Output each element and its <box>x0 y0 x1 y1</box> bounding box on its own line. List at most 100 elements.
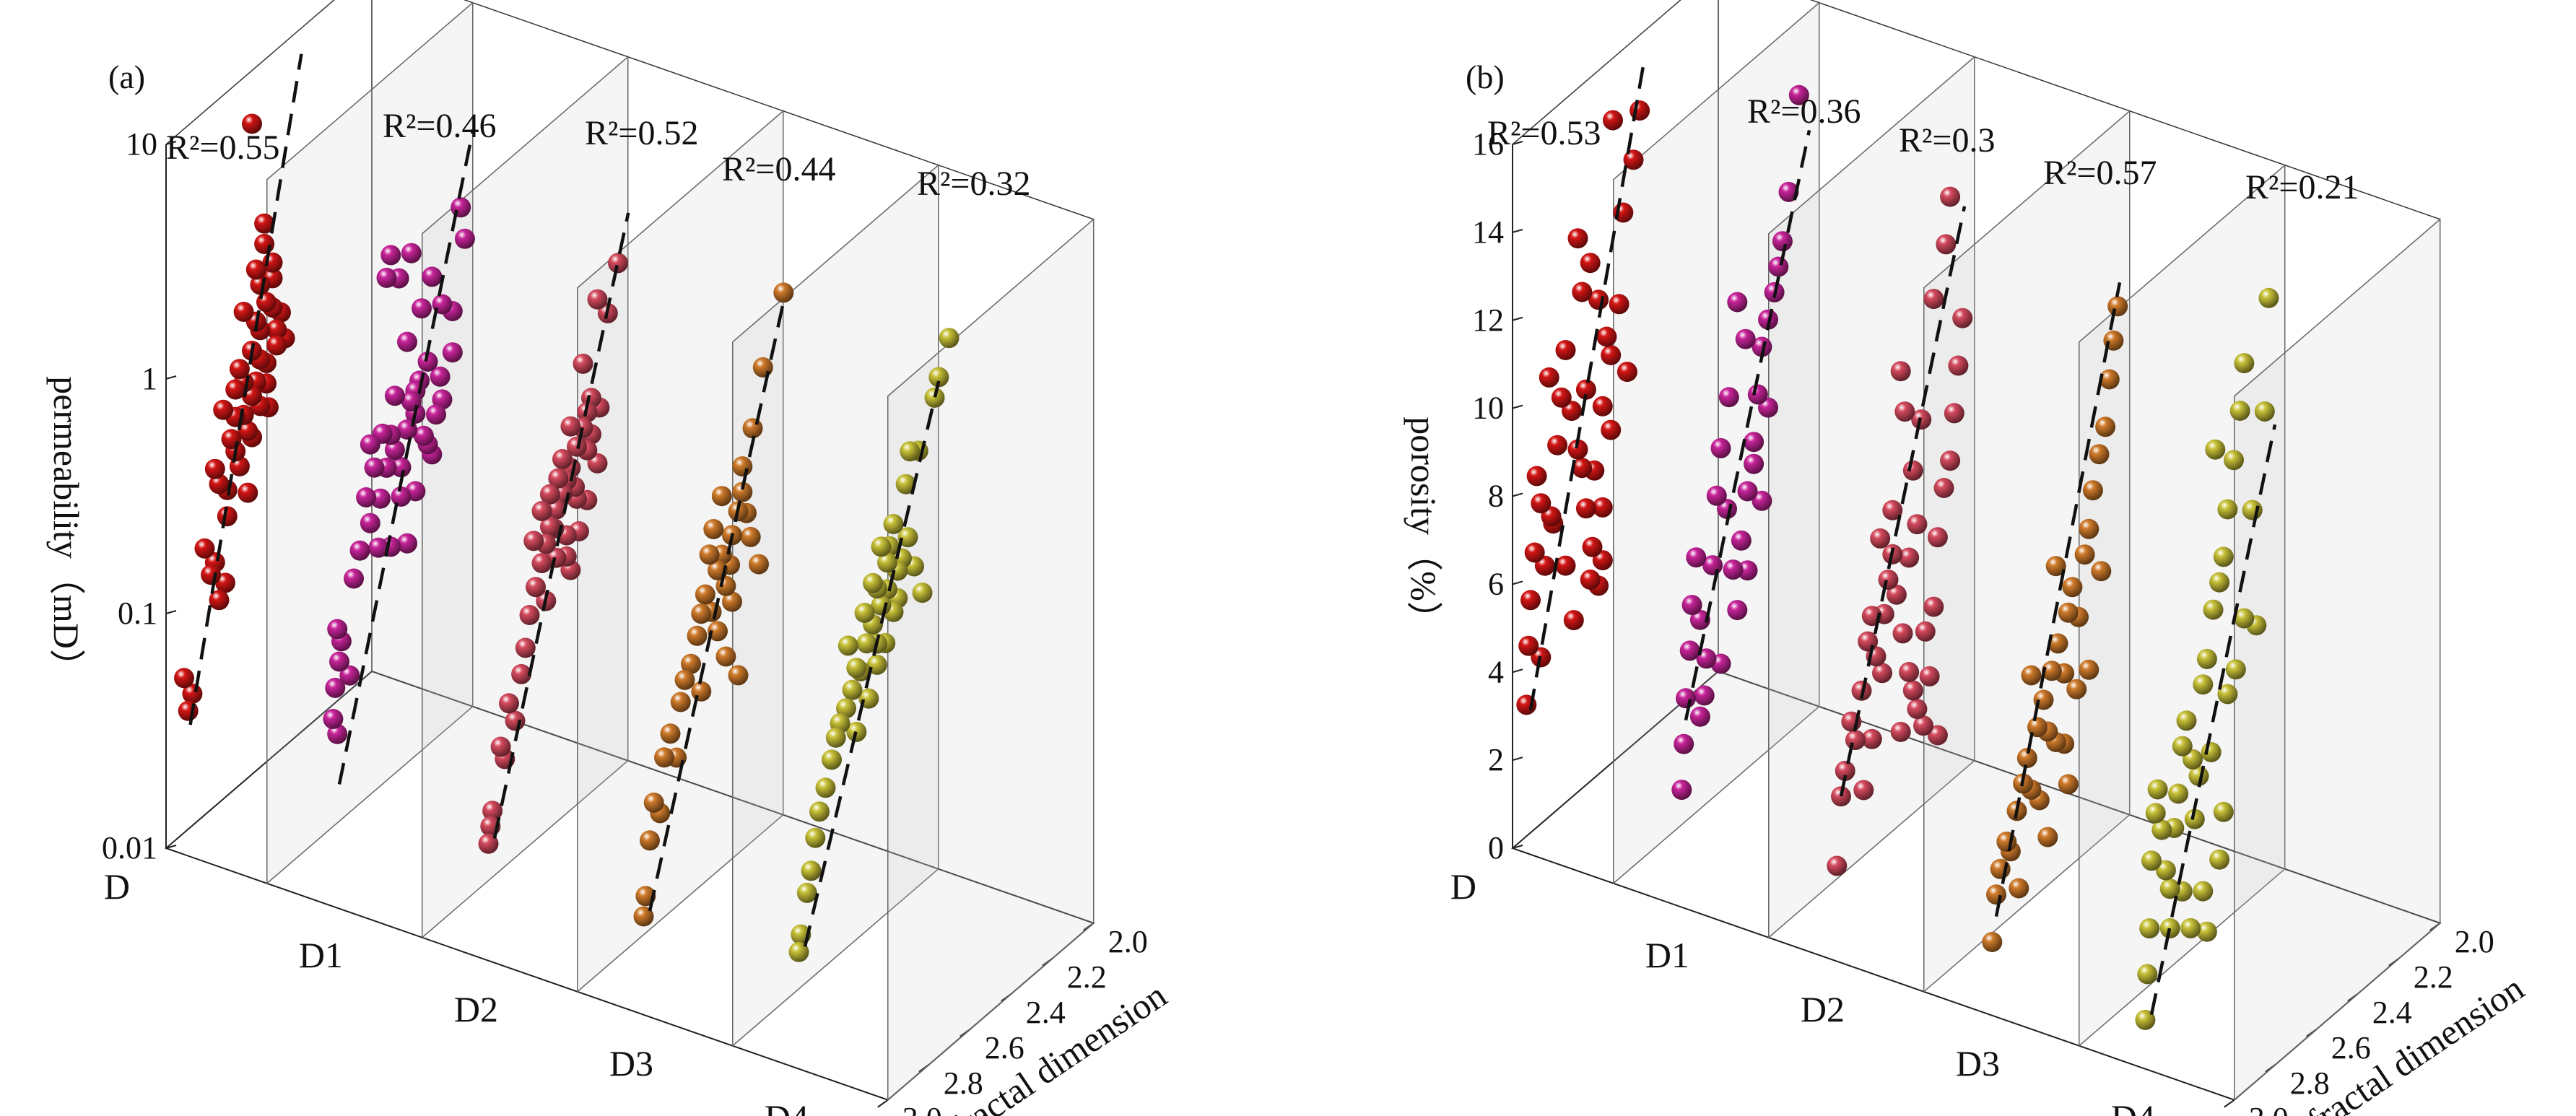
data-point-d4 <box>2151 819 2172 840</box>
top-left-edge <box>1512 0 1681 145</box>
data-point-d2 <box>499 693 519 714</box>
data-point-d1 <box>1681 595 1702 616</box>
data-point-d <box>174 668 194 689</box>
data-point-d3 <box>691 681 712 702</box>
data-point-d2 <box>526 577 546 598</box>
data-point-d4 <box>2225 659 2246 680</box>
data-point-d <box>1555 340 1576 360</box>
data-point-d4 <box>796 882 817 903</box>
data-point-d4 <box>788 941 809 962</box>
data-point-d3 <box>728 665 749 686</box>
fractal-tick-label: 2.0 <box>2455 924 2494 959</box>
data-point-d2 <box>1907 514 1928 535</box>
y-tick-mark <box>1512 404 1523 409</box>
data-point-d <box>1592 396 1613 417</box>
data-point-d <box>1526 466 1547 487</box>
data-point-d2 <box>1927 725 1948 746</box>
data-point-d4 <box>897 527 918 548</box>
data-point-d4 <box>2229 401 2250 421</box>
data-point-d3 <box>2107 296 2128 317</box>
data-point-d4 <box>854 603 875 623</box>
data-point-d4 <box>939 328 960 349</box>
data-point-d3 <box>643 792 664 813</box>
data-point-d1 <box>1737 560 1758 581</box>
data-point-d4 <box>837 635 858 656</box>
fit-line-d2 <box>492 212 630 839</box>
data-point-d1 <box>397 331 417 352</box>
data-point-d3 <box>2099 369 2120 390</box>
data-point-d1 <box>430 366 451 387</box>
data-point-d <box>1563 610 1584 631</box>
data-point-d <box>254 234 275 254</box>
fit-line-d3 <box>648 301 786 912</box>
data-point-d3 <box>732 481 753 502</box>
data-point-d4 <box>2193 881 2214 902</box>
y-tick-label: 0 <box>1488 830 1504 866</box>
data-point-d4 <box>871 536 892 557</box>
data-point-d3 <box>2027 717 2048 738</box>
data-point-d1 <box>454 228 475 249</box>
data-point-d <box>1601 345 1622 365</box>
data-point-d1 <box>376 267 397 288</box>
data-point-d4 <box>2159 918 2180 938</box>
fit-line-d4 <box>2149 424 2277 1016</box>
data-point-d2 <box>608 253 628 274</box>
data-point-d1 <box>417 352 438 372</box>
data-point-d2 <box>482 801 503 821</box>
y-tick-label: 10 <box>1472 391 1504 426</box>
data-point-d1 <box>391 457 412 478</box>
data-point-d4 <box>801 860 822 881</box>
data-point-d2 <box>1870 528 1891 549</box>
data-point-d1 <box>1737 481 1758 502</box>
data-point-d3 <box>2021 665 2042 686</box>
data-point-d1 <box>339 665 360 686</box>
y-tick-mark <box>1512 228 1523 233</box>
data-point-d1 <box>323 709 344 729</box>
data-point-d1 <box>1727 600 1748 621</box>
data-point-d <box>238 482 258 503</box>
data-point-d4 <box>2155 860 2176 881</box>
data-point-d <box>225 379 246 400</box>
data-point-d1 <box>426 404 446 425</box>
panel-a-label: (a) <box>108 58 145 95</box>
data-point-d <box>266 319 287 340</box>
data-point-d <box>1572 458 1593 479</box>
data-point-d <box>254 213 275 234</box>
data-point-d4 <box>2196 648 2217 669</box>
data-point-d3 <box>703 519 724 539</box>
data-point-d2 <box>1890 721 1911 742</box>
data-point-d2 <box>1861 728 1882 749</box>
fractal-tick-label: 2.8 <box>2290 1065 2330 1101</box>
data-point-d2 <box>478 833 499 854</box>
data-point-d3 <box>2058 602 2079 623</box>
y-tick-label: 6 <box>1488 566 1504 601</box>
y-tick-label: 10 <box>126 126 157 162</box>
group-label-d3: D3 <box>1956 1043 2000 1084</box>
r2-label-d4: R²=0.21 <box>2245 168 2359 206</box>
data-point-d3 <box>633 906 654 927</box>
data-point-d2 <box>539 484 560 505</box>
group-wall <box>422 56 629 939</box>
data-point-d2 <box>1915 621 1936 642</box>
data-point-d4 <box>842 679 863 700</box>
y-tick-mark <box>165 141 177 145</box>
data-point-d3 <box>1990 858 2011 879</box>
data-point-d2 <box>1853 780 1874 801</box>
r2-label-d1: R²=0.46 <box>383 107 496 145</box>
data-point-d1 <box>1768 256 1789 277</box>
data-point-d1 <box>413 425 434 446</box>
data-point-d4 <box>2147 779 2168 800</box>
y-tick-label: 2 <box>1488 742 1504 777</box>
data-point-d4 <box>2141 850 2162 871</box>
r2-label-d3: R²=0.44 <box>722 150 835 188</box>
group-label-d2: D2 <box>454 989 498 1029</box>
data-point-d1 <box>442 342 463 363</box>
data-point-d3 <box>2037 827 2058 847</box>
r2-label-d3: R²=0.57 <box>2043 154 2157 192</box>
data-point-d1 <box>1752 336 1772 357</box>
data-point-d <box>1603 110 1623 131</box>
data-point-d1 <box>360 513 380 533</box>
data-point-d2 <box>515 637 536 658</box>
data-point-d2 <box>1940 450 1961 471</box>
r2-label-d: R²=0.55 <box>166 128 279 167</box>
